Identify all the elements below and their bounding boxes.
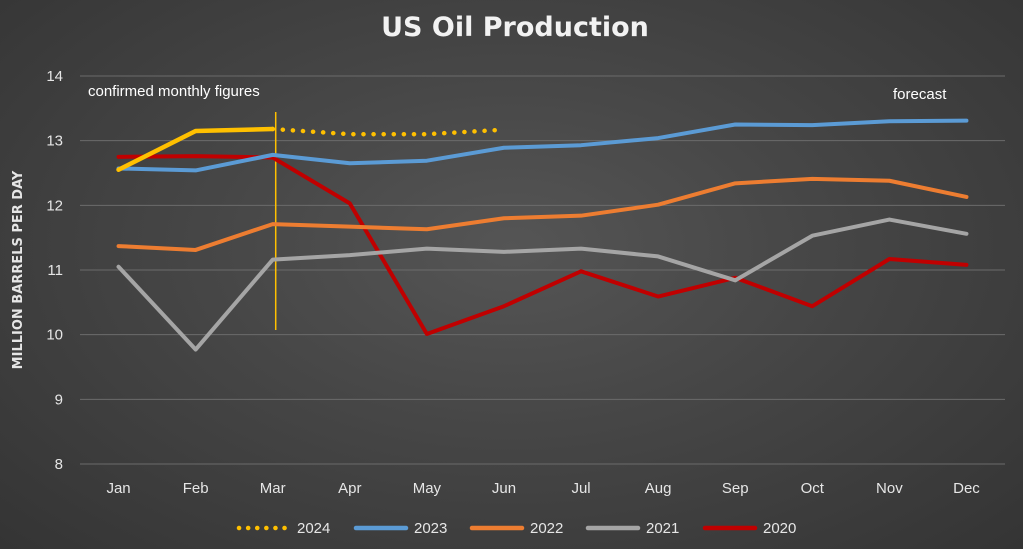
series-2021 xyxy=(116,217,969,352)
series-line-2024-confirmed xyxy=(116,126,275,173)
x-tick-label: Aug xyxy=(645,480,672,497)
series-2024 xyxy=(116,126,507,173)
legend: 2024 2023 2022 2021 2020 xyxy=(236,520,796,537)
series-lines xyxy=(116,118,969,352)
x-tick-label: Feb xyxy=(183,480,209,497)
axis-labels: 8 9 10 11 12 13 14 Jan Feb Mar Apr May Jun Jul Aug Sep O… xyxy=(46,68,980,497)
x-tick-label: Mar xyxy=(260,480,286,497)
y-tick-label: 10 xyxy=(46,327,63,344)
legend-label: 2021 xyxy=(646,520,679,537)
y-tick-label: 13 xyxy=(46,133,63,150)
y-tick-label: 11 xyxy=(47,262,63,279)
x-tick-label: Sep xyxy=(722,480,749,497)
legend-item-2024: 2024 xyxy=(236,520,330,537)
x-tick-label: Oct xyxy=(801,480,825,497)
legend-label: 2024 xyxy=(297,520,330,537)
x-tick-label: Jan xyxy=(106,480,130,497)
legend-item-2022: 2022 xyxy=(469,520,563,537)
series-line-2023 xyxy=(116,118,969,173)
chart-title: US Oil Production xyxy=(381,12,649,43)
annotation-confirmed: confirmed monthly figures xyxy=(88,83,260,100)
y-tick-label: 9 xyxy=(55,391,63,408)
y-tick-label: 14 xyxy=(46,68,63,85)
annotation-forecast: forecast xyxy=(893,86,947,103)
y-tick-label: 8 xyxy=(55,456,63,473)
y-axis-label: MILLION BARRELS PER DAY xyxy=(11,170,26,369)
legend-item-2023: 2023 xyxy=(353,520,447,537)
legend-item-2021: 2021 xyxy=(585,520,679,537)
series-line-2022 xyxy=(116,176,969,252)
series-line-2024-forecast xyxy=(270,126,507,137)
x-tick-label: Jun xyxy=(492,480,516,497)
legend-label: 2023 xyxy=(414,520,447,537)
x-tick-label: May xyxy=(413,480,442,497)
x-tick-label: Dec xyxy=(953,480,980,497)
series-2020 xyxy=(116,154,969,337)
gridlines xyxy=(80,75,1005,465)
legend-item-2020: 2020 xyxy=(702,520,796,537)
legend-label: 2020 xyxy=(763,520,796,537)
x-tick-label: Nov xyxy=(876,480,903,497)
x-tick-label: Apr xyxy=(338,480,361,497)
series-line-2021 xyxy=(116,217,969,352)
y-tick-label: 12 xyxy=(46,197,63,214)
legend-label: 2022 xyxy=(530,520,563,537)
x-tick-label: Jul xyxy=(571,480,590,497)
series-2022 xyxy=(116,176,969,252)
series-2023 xyxy=(116,118,969,173)
series-line-2020 xyxy=(116,154,969,337)
